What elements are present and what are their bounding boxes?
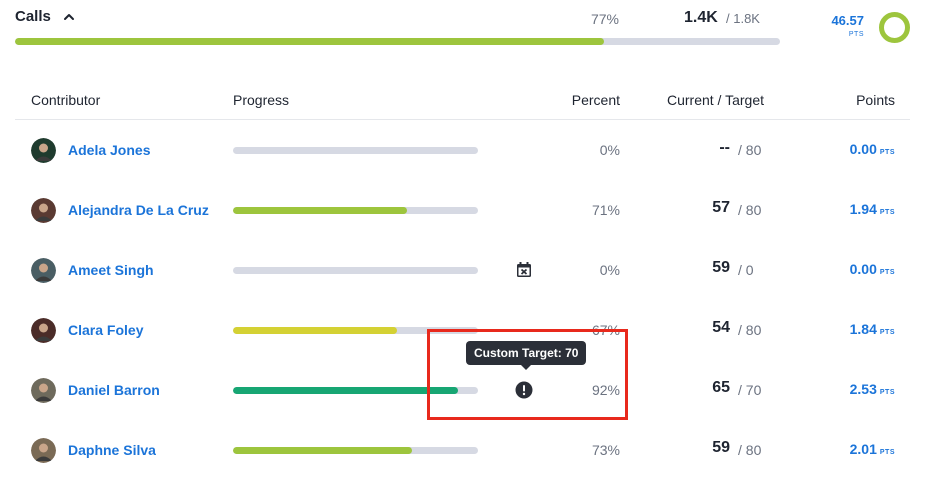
contributor-target: / 80 bbox=[738, 202, 762, 218]
points-value: 1.84 bbox=[849, 321, 877, 337]
contributor-progress-bar bbox=[233, 207, 478, 214]
contributor-progress-fill bbox=[233, 327, 398, 334]
column-header-progress[interactable]: Progress bbox=[233, 92, 290, 108]
contributor-points: 0.00 PTS bbox=[850, 261, 895, 277]
avatar[interactable] bbox=[31, 198, 56, 223]
contributor-points: 2.01 PTS bbox=[850, 441, 895, 457]
table-row: Daniel Barron 92% 65 / 70 2.53 PTS bbox=[15, 360, 910, 420]
highlight-box bbox=[427, 329, 628, 420]
contributor-current: 65 bbox=[712, 379, 730, 396]
contributor-target: / 70 bbox=[738, 382, 762, 398]
table-row: Adela Jones 0% -- / 80 0.00 PTS bbox=[15, 120, 910, 180]
table-row: Alejandra De La Cruz 71% 57 / 80 1.94 PTS bbox=[15, 180, 910, 240]
column-header-current-target[interactable]: Current / Target bbox=[666, 92, 764, 108]
avatar[interactable] bbox=[31, 138, 56, 163]
points-unit: PTS bbox=[879, 269, 895, 276]
contributor-name[interactable]: Ameet Singh bbox=[68, 262, 154, 278]
avatar[interactable] bbox=[31, 378, 56, 403]
chevron-up-icon bbox=[63, 13, 74, 20]
contributor-progress-bar bbox=[233, 327, 478, 334]
contributor-percent: 0% bbox=[599, 262, 620, 278]
contributor-percent: 0% bbox=[599, 142, 620, 158]
avatar[interactable] bbox=[31, 318, 56, 343]
contributor-current: 54 bbox=[712, 319, 730, 336]
custom-target-tooltip: Custom Target: 70 bbox=[466, 341, 587, 370]
summary-progress-fill bbox=[15, 38, 605, 45]
table-row: Daphne Silva 73% 59 / 80 2.01 PTS bbox=[15, 420, 910, 480]
points-value: 1.94 bbox=[849, 201, 877, 217]
points-value: 2.01 bbox=[849, 441, 877, 457]
column-header-percent[interactable]: Percent bbox=[571, 92, 620, 108]
contributor-current: 59 bbox=[712, 439, 730, 456]
contributor-name[interactable]: Clara Foley bbox=[68, 322, 144, 338]
column-header-contributor[interactable]: Contributor bbox=[31, 92, 101, 108]
summary-points-unit: PTS bbox=[848, 31, 864, 38]
column-header-points[interactable]: Points bbox=[856, 92, 895, 108]
points-unit: PTS bbox=[879, 329, 895, 336]
summary-points: 46.57 bbox=[831, 13, 864, 28]
contributor-target: / 80 bbox=[738, 322, 762, 338]
collapse-toggle[interactable]: Calls bbox=[15, 8, 75, 25]
avatar[interactable] bbox=[31, 438, 56, 463]
goal-summary: Calls 77% 1.4K / 1.8K 46.57 PTS bbox=[0, 0, 929, 60]
points-unit: PTS bbox=[879, 149, 895, 156]
contributor-percent: 73% bbox=[591, 442, 620, 458]
contributor-progress-bar bbox=[233, 147, 478, 154]
contributor-points: 1.94 PTS bbox=[850, 201, 895, 217]
contributor-progress-bar bbox=[233, 447, 478, 454]
points-unit: PTS bbox=[879, 449, 895, 456]
summary-title: Calls bbox=[15, 8, 51, 25]
calendar-x-icon[interactable] bbox=[515, 261, 533, 279]
contributor-current: 59 bbox=[712, 259, 730, 276]
contributor-target: / 80 bbox=[738, 442, 762, 458]
contributor-progress-fill bbox=[233, 207, 407, 214]
summary-percent: 77% bbox=[590, 11, 619, 27]
points-value: 2.53 bbox=[849, 381, 877, 397]
table-header: Contributor Progress Percent Current / T… bbox=[15, 80, 910, 120]
avatar[interactable] bbox=[31, 258, 56, 283]
progress-ring-icon bbox=[879, 12, 910, 43]
contributor-current: -- bbox=[719, 139, 730, 156]
points-unit: PTS bbox=[879, 389, 895, 396]
summary-current: 1.4K bbox=[684, 9, 718, 26]
contributor-points: 2.53 PTS bbox=[850, 381, 895, 397]
contributor-target: / 80 bbox=[738, 142, 762, 158]
contributor-current: 57 bbox=[712, 199, 730, 216]
contributor-name[interactable]: Alejandra De La Cruz bbox=[68, 202, 209, 218]
contributor-name[interactable]: Daniel Barron bbox=[68, 382, 160, 398]
contributor-percent: 71% bbox=[591, 202, 620, 218]
contributor-progress-fill bbox=[233, 387, 459, 394]
contributor-points: 1.84 PTS bbox=[850, 321, 895, 337]
contributor-percent: 92% bbox=[591, 382, 620, 398]
summary-progress-bar bbox=[15, 38, 780, 45]
contributor-points: 0.00 PTS bbox=[850, 141, 895, 157]
contributor-progress-bar bbox=[233, 387, 478, 394]
points-value: 0.00 bbox=[849, 261, 877, 277]
table-row: Clara Foley 67% 54 / 80 1.84 PTS bbox=[15, 300, 910, 360]
summary-target: / 1.8K bbox=[726, 11, 760, 26]
exclamation-circle-icon[interactable] bbox=[515, 381, 533, 399]
table-row: Ameet Singh 0% 59 / 0 0.00 PTS bbox=[15, 240, 910, 300]
points-unit: PTS bbox=[879, 209, 895, 216]
contributor-name[interactable]: Adela Jones bbox=[68, 142, 151, 158]
contributor-progress-fill bbox=[233, 447, 412, 454]
points-value: 0.00 bbox=[849, 141, 877, 157]
contributor-target: / 0 bbox=[738, 262, 754, 278]
contributor-name[interactable]: Daphne Silva bbox=[68, 442, 156, 458]
contributor-progress-bar bbox=[233, 267, 478, 274]
